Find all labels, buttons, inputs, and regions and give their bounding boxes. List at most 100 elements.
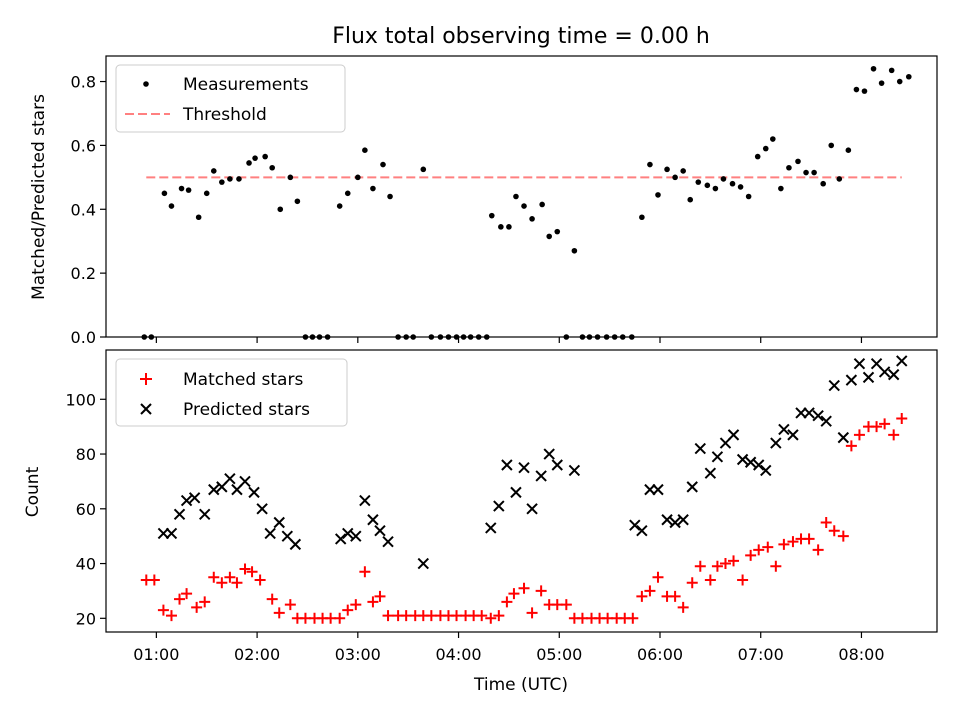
- measurement-point: [529, 216, 535, 222]
- bottom-x-tick-label: 01:00: [133, 645, 179, 664]
- measurement-point: [712, 185, 719, 192]
- measurement-point: [227, 176, 233, 182]
- legend-predicted-label: Predicted stars: [183, 400, 310, 420]
- matched-star-point: [208, 571, 220, 583]
- measurement-point: [704, 182, 711, 189]
- measurement-point: [161, 190, 168, 197]
- predicted-star-point: [652, 483, 664, 496]
- predicted-star-point: [845, 374, 858, 386]
- measurement-point: [370, 185, 376, 192]
- measurement-point: [845, 147, 852, 153]
- measurement-point: [546, 233, 552, 240]
- measurement-point: [745, 193, 752, 200]
- predicted-star-point: [686, 481, 698, 493]
- measurement-point: [896, 78, 903, 85]
- predicted-star-point: [485, 522, 497, 534]
- predicted-star-point: [199, 508, 211, 520]
- measurement-point: [148, 334, 155, 340]
- predicted-star-point: [862, 371, 875, 384]
- measurement-point: [252, 155, 258, 161]
- matched-star-point: [652, 571, 664, 583]
- predicted-star-point: [367, 514, 379, 526]
- bottom-x-tick-label: 02:00: [234, 645, 280, 664]
- measurement-point: [680, 168, 686, 174]
- measurement-point: [269, 164, 276, 171]
- matched-star-point: [686, 577, 698, 589]
- matched-star-point: [896, 412, 908, 424]
- measurement-point: [754, 153, 761, 160]
- matched-star-point: [820, 516, 832, 528]
- matched-star-point: [803, 533, 815, 545]
- predicted-star-point: [417, 557, 429, 570]
- measurement-point: [141, 334, 148, 340]
- predicted-star-point: [256, 503, 268, 515]
- matched-star-point: [367, 596, 379, 608]
- measurement-point: [563, 334, 570, 340]
- matched-star-point: [266, 593, 278, 605]
- predicted-star-point: [828, 379, 840, 392]
- measurement-point: [287, 174, 294, 181]
- matched-star-point: [174, 593, 186, 605]
- predicted-star-point: [711, 451, 724, 463]
- matched-star-point: [644, 585, 656, 597]
- matched-stars-points: [140, 412, 908, 624]
- measurement-point: [513, 193, 519, 200]
- predicted-star-point: [382, 535, 394, 548]
- matched-star-point: [737, 574, 749, 586]
- measurement-point: [445, 334, 452, 340]
- bottom-x-tick-label: 03:00: [335, 645, 381, 664]
- measurement-point: [594, 334, 601, 340]
- matched-star-point: [526, 607, 538, 619]
- measurement-point: [870, 65, 877, 72]
- measurement-point: [905, 73, 912, 80]
- predicted-star-point: [526, 503, 538, 515]
- measurement-point: [664, 166, 670, 173]
- measurement-point: [687, 196, 694, 203]
- matched-star-point: [719, 558, 731, 570]
- top-y-tick-label: 0.2: [71, 264, 96, 283]
- predicted-star-point: [820, 415, 832, 427]
- matched-star-point: [165, 610, 177, 622]
- predicted-star-point: [770, 437, 782, 449]
- bottom-x-tick-label: 05:00: [536, 645, 582, 664]
- predicted-star-point: [778, 423, 790, 436]
- measurement-point: [571, 247, 578, 254]
- measurement-point: [820, 180, 826, 187]
- measurement-point: [611, 334, 618, 340]
- measurement-point: [786, 164, 792, 171]
- top-y-ticks: 0.0 0.2 0.4 0.6 0.8: [71, 73, 106, 347]
- bottom-legend-box: [115, 358, 348, 427]
- measurement-point: [483, 334, 490, 340]
- predicted-star-point: [239, 475, 251, 488]
- predicted-star-point: [760, 464, 772, 477]
- predicted-star-point: [837, 431, 850, 444]
- measurement-point: [619, 334, 626, 340]
- matched-star-point: [762, 541, 774, 553]
- predicted-star-point: [736, 453, 749, 466]
- measurement-point: [878, 80, 885, 86]
- measurement-point: [236, 176, 242, 182]
- measurement-point: [316, 334, 323, 340]
- predicted-star-point: [878, 366, 891, 378]
- matched-star-point: [501, 596, 513, 608]
- matched-star-point: [704, 574, 716, 586]
- matched-star-point: [148, 574, 160, 586]
- measurement-point: [309, 334, 316, 340]
- predicted-star-point: [248, 486, 260, 499]
- x-axis-label: Time (UTC): [473, 675, 568, 695]
- matched-star-point: [485, 612, 497, 624]
- bottom-y-tick-label: 80: [76, 445, 96, 464]
- measurement-point: [579, 334, 586, 340]
- matched-star-point: [694, 560, 706, 572]
- matched-star-point: [254, 574, 266, 586]
- measurement-point: [778, 185, 784, 192]
- measurement-point: [467, 334, 474, 340]
- top-y-tick-label: 0.6: [71, 136, 96, 155]
- legend-predicted-marker: [140, 403, 152, 415]
- matched-star-point: [476, 610, 488, 622]
- legend-measurements-marker: [143, 81, 149, 87]
- matched-star-point: [636, 590, 648, 602]
- predicted-star-point: [787, 429, 799, 441]
- predicted-star-point: [727, 429, 740, 441]
- matched-star-point: [845, 440, 857, 452]
